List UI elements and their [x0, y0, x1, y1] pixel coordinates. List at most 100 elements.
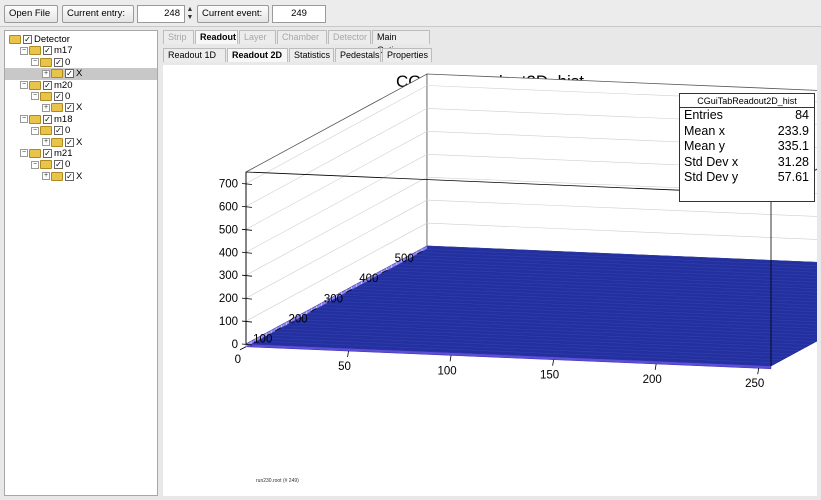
floor-strip [342, 291, 817, 313]
floor-strip [336, 294, 817, 316]
collapse-icon[interactable]: − [20, 46, 28, 55]
floor-strip [421, 248, 817, 266]
y-tick-label: 0 [235, 354, 241, 366]
expand-icon[interactable]: + [42, 172, 50, 181]
x-tick [449, 355, 452, 362]
y-tick-label: 400 [359, 273, 378, 285]
checkbox[interactable]: ✓ [23, 34, 32, 44]
stats-label: Mean x [684, 123, 725, 138]
tree-node-12[interactable]: + ✓ X [5, 171, 157, 183]
tree-node-2[interactable]: − ✓ 0 [5, 57, 157, 69]
checkbox[interactable]: ✓ [54, 91, 63, 101]
floor-strip [393, 264, 817, 283]
checkbox[interactable]: ✓ [65, 137, 74, 147]
tree-node-7[interactable]: − ✓ m18 [5, 114, 157, 126]
checkbox[interactable]: ✓ [54, 57, 63, 67]
z-tick [241, 206, 253, 208]
stats-value: 31.28 [777, 154, 809, 169]
collapse-icon[interactable]: − [20, 115, 28, 124]
tab-readout[interactable]: Readout [195, 30, 238, 44]
tree-node-4[interactable]: − ✓ m20 [5, 80, 157, 92]
stats-box[interactable]: CGuiTabReadout2D_hist Entries 84 Mean x 233… [679, 93, 815, 202]
checkbox[interactable]: ✓ [65, 69, 74, 79]
folder-icon [51, 171, 63, 181]
floor-strip [426, 245, 817, 263]
tree-node-5[interactable]: − ✓ 0 [5, 91, 157, 103]
tab-label: Layer [244, 32, 267, 42]
tab-main-options[interactable]: Main Options [372, 30, 430, 55]
x-tick-label: 150 [540, 370, 559, 382]
folder-icon [29, 80, 41, 90]
expand-icon[interactable]: + [42, 69, 50, 78]
y-tick [239, 346, 247, 351]
collapse-icon[interactable]: − [31, 92, 39, 101]
stats-label: Std Dev y [684, 170, 739, 184]
folder-icon [29, 114, 41, 124]
floor-strip [410, 254, 817, 273]
folder-icon [29, 148, 41, 158]
collapse-icon[interactable]: − [31, 160, 39, 169]
z-tick [241, 343, 253, 346]
z-tick-label: 300 [219, 270, 238, 282]
tree-node-8[interactable]: − ✓ 0 [5, 125, 157, 137]
collapse-icon[interactable]: − [31, 58, 39, 67]
tab-readout-2d[interactable]: Readout 2D [227, 48, 288, 62]
checkbox[interactable]: ✓ [54, 160, 63, 170]
expand-icon[interactable]: + [42, 138, 50, 147]
y-tick-label: 500 [395, 253, 414, 265]
floor-strip [381, 270, 817, 289]
checkbox[interactable]: ✓ [54, 126, 63, 136]
tab-detector: Detector [328, 30, 371, 44]
current-entry-field[interactable]: 248 [137, 5, 185, 23]
checkbox[interactable]: ✓ [65, 103, 74, 113]
plot-canvas[interactable]: CGuiTabReadout2D_hist 010020030040050060… [163, 65, 817, 496]
detector-tree[interactable]: ✓ Detector − ✓ m17− ✓ 0 + ✓ X − ✓ m20− ✓ 0 + ✓ X − ✓ m18− ✓ 0 +… [4, 30, 158, 496]
x-tick [654, 363, 657, 371]
tree-node-label: X [76, 68, 83, 80]
stats-value: 84 [795, 108, 809, 122]
tree-node-9[interactable]: + ✓ X [5, 137, 157, 149]
y-tick-label: 300 [324, 293, 343, 305]
tab-strip: Strip [163, 30, 194, 44]
stats-value: 57.61 [777, 170, 809, 184]
x-tick-label: 100 [437, 365, 456, 377]
floor-strip [415, 251, 817, 270]
z-tick-label: 0 [232, 339, 238, 351]
plot-footnote: run230.root (# 249) [256, 478, 299, 484]
collapse-icon[interactable]: − [20, 81, 28, 90]
checkbox[interactable]: ✓ [43, 114, 52, 124]
tree-node-11[interactable]: − ✓ 0 [5, 159, 157, 171]
z-tick [241, 183, 253, 185]
tab-properties[interactable]: Properties [382, 48, 432, 62]
current-entry-label: Current entry: [67, 8, 126, 19]
stats-label: Mean y [684, 139, 725, 153]
entry-stepper-icon[interactable]: ▲ ▼ [186, 6, 194, 21]
z-tick [241, 274, 253, 277]
tree-node-1[interactable]: − ✓ m17 [5, 45, 157, 57]
tab-layer: Layer [239, 30, 276, 44]
expand-icon[interactable]: + [42, 103, 50, 112]
checkbox[interactable]: ✓ [65, 171, 74, 181]
tree-node-label: 0 [65, 91, 71, 102]
gridline [245, 199, 817, 299]
collapse-icon[interactable]: − [31, 126, 39, 135]
open-file-button[interactable]: Open File [4, 5, 58, 23]
checkbox[interactable]: ✓ [43, 148, 52, 158]
checkbox[interactable]: ✓ [43, 80, 52, 90]
tree-node-3[interactable]: + ✓ X [5, 68, 157, 81]
tab-readout-1d[interactable]: Readout 1D [163, 48, 226, 62]
tree-node-0[interactable]: ✓ Detector [5, 34, 157, 46]
tab-pedestals[interactable]: Pedestals [335, 48, 381, 62]
tab-label: Readout 2D [232, 50, 283, 60]
stats-row: Mean y 335.1 [680, 139, 814, 155]
tree-node-10[interactable]: − ✓ m21 [5, 148, 157, 160]
tree-node-6[interactable]: + ✓ X [5, 102, 157, 114]
tree-node-label: Detector [34, 34, 70, 45]
tab-statistics[interactable]: Statistics [289, 48, 334, 62]
floor-strip [302, 313, 817, 336]
current-event-field[interactable]: 249 [272, 5, 326, 23]
current-event-label-button: Current event: [197, 5, 269, 23]
stats-label: Std Dev x [684, 154, 739, 169]
checkbox[interactable]: ✓ [43, 46, 52, 56]
collapse-icon[interactable]: − [20, 149, 28, 158]
